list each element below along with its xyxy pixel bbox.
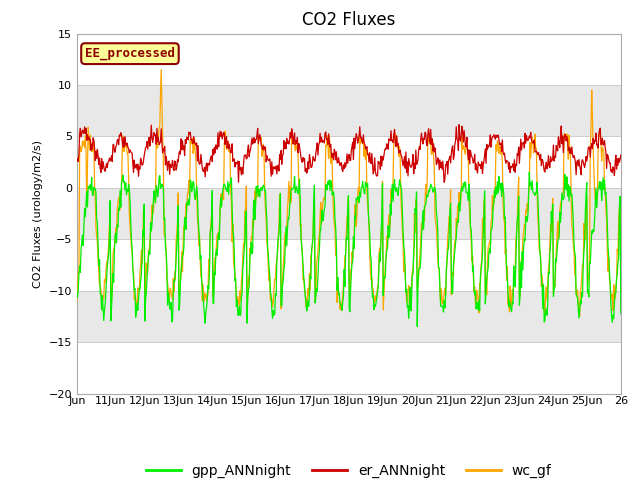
Bar (77, 34, 621, 85)
Bar (77, 342, 621, 394)
Title: CO2 Fluxes: CO2 Fluxes (302, 11, 396, 29)
Text: EE_processed: EE_processed (85, 47, 175, 60)
Bar (77, 85, 621, 136)
Y-axis label: CO2 Fluxes (urology/m2/s): CO2 Fluxes (urology/m2/s) (33, 140, 43, 288)
Bar (77, 291, 621, 342)
Legend: gpp_ANNnight, er_ANNnight, wc_gf: gpp_ANNnight, er_ANNnight, wc_gf (140, 458, 557, 480)
Bar (77, 188, 621, 240)
Bar (77, 136, 621, 188)
Bar (77, 240, 621, 291)
